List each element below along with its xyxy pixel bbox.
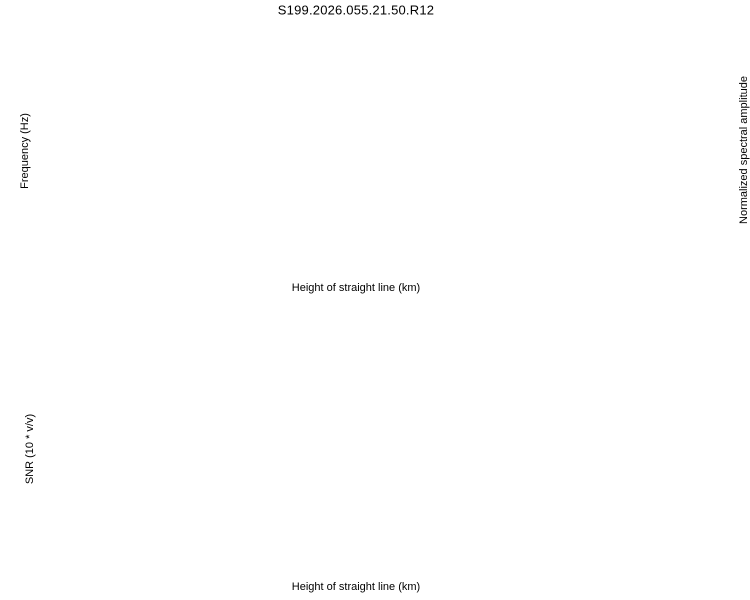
bottom-xaxis-label: Height of straight line (km) bbox=[291, 581, 421, 593]
top-yaxis-label: Frequency (Hz) bbox=[19, 113, 31, 189]
bottom-yaxis-label: SNR (10 * v/v) bbox=[24, 413, 36, 485]
top-xaxis-label: Height of straight line (km) bbox=[291, 282, 421, 294]
colorbar-title: Normalized spectral amplitude bbox=[738, 76, 750, 224]
figure-title: S199.2026.055.21.50.R12 bbox=[277, 2, 435, 18]
